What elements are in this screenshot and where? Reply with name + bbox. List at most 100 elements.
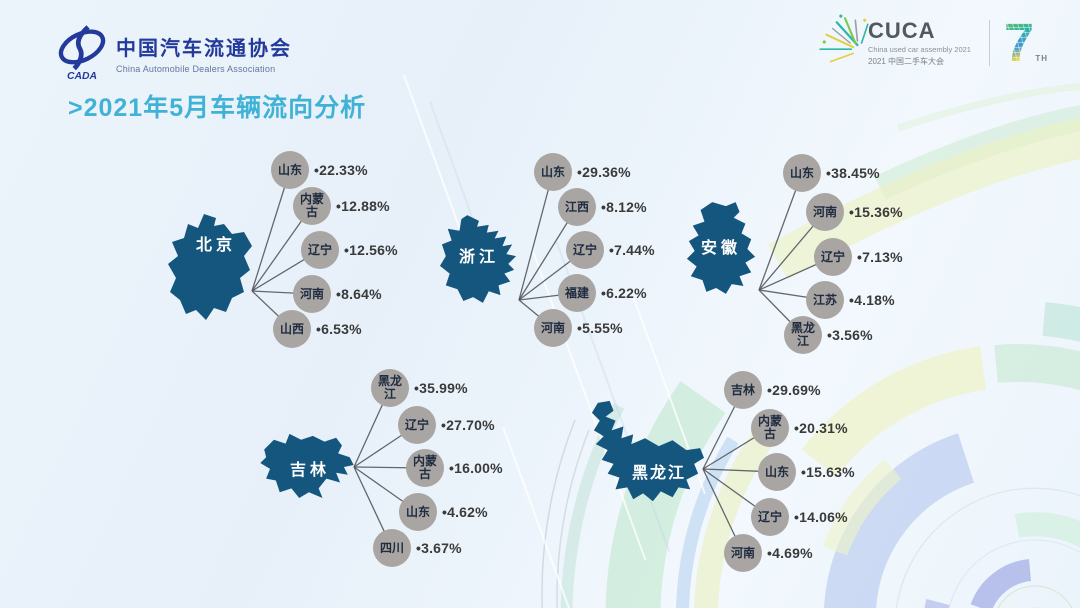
flow-percentage: •16.00% [449, 460, 503, 476]
flow-node: 辽宁 •27.70% [398, 406, 495, 444]
destination-bubble: 山东 [271, 151, 309, 189]
province-map-anhui: 安徽 [683, 200, 761, 296]
flow-node: 内蒙古 •12.88% [293, 187, 390, 225]
destination-label: 福建 [564, 285, 589, 300]
province-map-jilin: 吉林 [256, 430, 356, 500]
destination-bubble: 内蒙古 [293, 187, 331, 225]
flow-node: 山东 •38.45% [783, 154, 880, 192]
destination-label: 辽宁 [572, 242, 597, 257]
flow-node: 内蒙古 •16.00% [406, 449, 503, 487]
destination-label: 吉林 [730, 382, 755, 397]
edition-number: 7 [1003, 12, 1035, 73]
destination-bubble: 辽宁 [301, 231, 339, 269]
destination-bubble: 福建 [558, 274, 596, 312]
province-map-beijing: 北京 [166, 212, 256, 324]
flow-percentage: •3.67% [416, 540, 462, 556]
flow-percentage: •29.69% [767, 382, 821, 398]
flow-node: 福建 •6.22% [558, 274, 647, 312]
flow-node: 山东 •15.63% [758, 453, 855, 491]
destination-label: 河南 [540, 320, 565, 335]
destination-label: 山东 [277, 162, 302, 177]
flow-node: 四川 •3.67% [373, 529, 462, 567]
destination-bubble: 辽宁 [398, 406, 436, 444]
destination-bubble: 辽宁 [566, 231, 604, 269]
destination-bubble: 内蒙古 [406, 449, 444, 487]
edition-suffix: TH [1035, 54, 1049, 64]
destination-label: 河南 [812, 204, 837, 219]
flow-node: 江苏 •4.18% [806, 281, 895, 319]
destination-bubble: 山东 [758, 453, 796, 491]
flow-percentage: •20.31% [794, 420, 848, 436]
cuca-subtitle-en: China used car assembly 2021 [868, 44, 971, 54]
province-label: 浙江 [459, 249, 500, 266]
province-map-heilongjiang: 黑龙江 [588, 398, 706, 510]
flow-node: 河南 •8.64% [293, 275, 382, 313]
destination-bubble: 内蒙古 [751, 409, 789, 447]
destination-label: 山东 [764, 464, 789, 479]
destination-label: 辽宁 [820, 249, 845, 264]
province-map-zhejiang: 浙江 [438, 213, 520, 305]
cuca-subtitle-cn: 2021 中国二手车大会 [868, 56, 945, 66]
flow-node: 内蒙古 •20.31% [751, 409, 848, 447]
destination-label: 江西 [564, 199, 589, 214]
destination-bubble: 黑龙江 [371, 369, 409, 407]
destination-bubble: 四川 [373, 529, 411, 567]
flow-percentage: •38.45% [826, 165, 880, 181]
destination-bubble: 山西 [273, 310, 311, 348]
destination-bubble: 山东 [399, 493, 437, 531]
org-name-en: China Automobile Dealers Association [116, 64, 276, 74]
flow-percentage: •4.18% [849, 292, 895, 308]
org-name-cn: 中国汽车流通协会 [116, 38, 292, 60]
flow-percentage: •29.36% [577, 164, 631, 180]
destination-label: 山东 [405, 504, 430, 519]
destination-label: 辽宁 [404, 417, 429, 432]
destination-bubble: 河南 [293, 275, 331, 313]
flow-node: 辽宁 •12.56% [301, 231, 398, 269]
spark-burst-icon [819, 14, 869, 63]
destination-label: 山东 [540, 164, 565, 179]
destination-bubble: 河南 [806, 193, 844, 231]
flow-node: 辽宁 •14.06% [751, 498, 848, 536]
destination-label: 内蒙古 [412, 454, 437, 481]
destination-label: 辽宁 [307, 242, 332, 257]
flow-percentage: •3.56% [827, 327, 873, 343]
flow-node: 河南 •15.36% [806, 193, 903, 231]
flow-percentage: •6.22% [601, 285, 647, 301]
flow-node: 山东 •29.36% [534, 153, 631, 191]
diagonal-streak [402, 74, 464, 236]
flow-percentage: •8.64% [336, 286, 382, 302]
destination-bubble: 江苏 [806, 281, 844, 319]
cuca-wordmark: CUCA [868, 17, 936, 43]
flow-percentage: •15.63% [801, 464, 855, 480]
destination-label: 河南 [730, 545, 755, 560]
destination-label: 内蒙古 [757, 414, 782, 441]
destination-label: 山西 [279, 321, 304, 336]
destination-label: 黑龙江 [790, 321, 815, 348]
destination-bubble: 河南 [534, 309, 572, 347]
seventh-edition-badge: 7 TH [1003, 12, 1049, 73]
logo-divider [988, 20, 990, 66]
flow-node: 辽宁 •7.13% [814, 238, 903, 276]
flow-percentage: •6.53% [316, 321, 362, 337]
cada-logo-text: CADA [67, 71, 97, 82]
diagonal-streak [502, 427, 590, 608]
flow-node: 山东 •22.33% [271, 151, 368, 189]
flow-percentage: •7.44% [609, 242, 655, 258]
flow-percentage: •35.99% [414, 380, 468, 396]
destination-bubble: 辽宁 [751, 498, 789, 536]
cuca-logo: CUCA China used car assembly 2021 2021 中… [816, 14, 1048, 72]
flow-percentage: •8.12% [601, 199, 647, 215]
destination-bubble: 山东 [534, 153, 572, 191]
flow-percentage: •22.33% [314, 162, 368, 178]
destination-label: 黑龙江 [377, 374, 402, 401]
destination-bubble: 河南 [724, 534, 762, 572]
flow-node: 黑龙江 •3.56% [784, 316, 873, 354]
flow-percentage: •5.55% [577, 320, 623, 336]
flow-node: 辽宁 •7.44% [566, 231, 655, 269]
destination-label: 四川 [379, 540, 404, 555]
destination-label: 内蒙古 [299, 192, 324, 219]
flow-percentage: •15.36% [849, 204, 903, 220]
destination-label: 河南 [299, 286, 324, 301]
destination-bubble: 吉林 [724, 371, 762, 409]
